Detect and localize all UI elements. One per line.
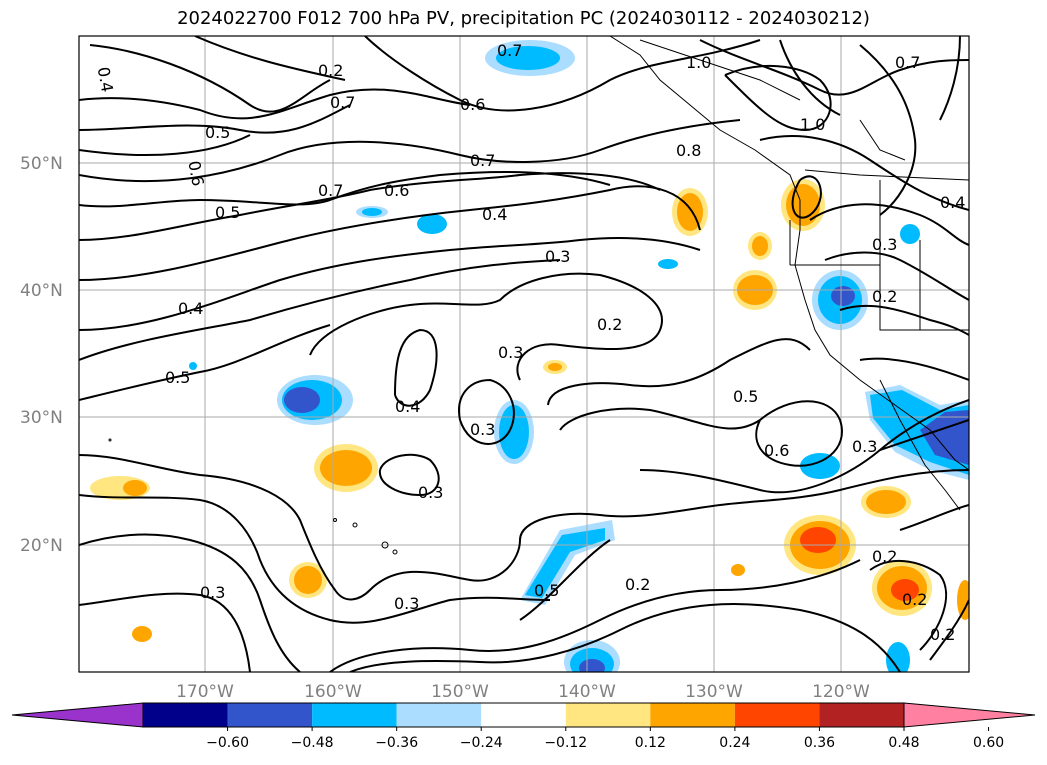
contour-label: 0.5: [733, 387, 758, 406]
map-title: 2024022700 F012 700 hPa PV, precipitatio…: [177, 8, 870, 29]
pv-contours: [79, 36, 969, 672]
lat-label: 40°N: [20, 281, 63, 301]
contour-label: 0.4: [94, 65, 117, 93]
colorbar-tick-label: −0.12: [544, 735, 587, 751]
map-plot-area: 0.7 0.4 0.6 0.7 1.0 0.7 0.5 0.6 0.7 0.8 …: [79, 36, 969, 672]
contour-label: 0.3: [200, 583, 225, 602]
contour-label: 0.5: [205, 123, 230, 142]
colorbar-tick-label: 0.24: [719, 735, 750, 751]
contour-label: 0.4: [940, 193, 965, 212]
contour-label: 0.3: [498, 343, 523, 362]
contour-label: 0.7: [318, 181, 343, 200]
contour-label: 0.4: [482, 205, 507, 224]
colorbar-tick-label: 0.12: [635, 735, 666, 751]
lon-label: 140°W: [558, 682, 616, 702]
lat-label: 50°N: [20, 154, 63, 174]
contour-label: 0.6: [460, 95, 485, 114]
contour-label: 0.2: [930, 625, 955, 644]
lon-label: 170°W: [176, 682, 234, 702]
graticule: [79, 36, 969, 672]
colorbar-bin: [650, 703, 735, 727]
lat-axis: 50°N 40°N 30°N 20°N: [20, 154, 63, 556]
colorbar-extend-low: [11, 702, 144, 728]
contour-label: 0.3: [394, 594, 419, 613]
colorbar: −0.60 −0.48 −0.36 −0.24 −0.12 0.12 0.24 0.36 0.4…: [11, 702, 1036, 751]
contour-label: 0.8: [676, 141, 701, 160]
colorbar-bin: [481, 703, 566, 727]
precip-shading: [90, 40, 969, 672]
colorbar-bin: [143, 703, 228, 727]
contour-label: 0.3: [545, 247, 570, 266]
lon-label: 160°W: [304, 682, 362, 702]
contour-label: 0.6: [184, 159, 207, 187]
colorbar-bin: [565, 703, 651, 727]
colorbar-bin: [227, 703, 313, 727]
contour-label: 0.7: [497, 41, 522, 60]
colorbar-bin: [396, 703, 482, 727]
contour-label: 0.6: [384, 181, 409, 200]
colorbar-tick-label: 0.60: [973, 735, 1004, 751]
lon-label: 130°W: [685, 682, 743, 702]
lat-label: 30°N: [20, 408, 63, 428]
contour-label: 1.0: [686, 53, 711, 72]
plot-frame: [78, 35, 970, 673]
contour-labels: 0.7 0.4 0.6 0.7 1.0 0.7 0.5 0.6 0.7 0.8 …: [94, 41, 966, 644]
contour-label: 0.3: [872, 235, 897, 254]
contour-label: 0.2: [902, 590, 927, 609]
colorbar-tick-label: −0.36: [375, 735, 418, 751]
colorbar-tick-label: 0.48: [888, 735, 919, 751]
contour-label: 0.4: [178, 299, 203, 318]
contour-label: 0.6: [764, 441, 789, 460]
colorbar-tick-label: 0.36: [804, 735, 835, 751]
colorbar-extend-high: [903, 702, 1036, 728]
colorbar-bin: [312, 703, 397, 727]
contour-label: 0.4: [395, 397, 420, 416]
contour-label: 0.7: [470, 151, 495, 170]
contour-label: 0.2: [872, 547, 897, 566]
coastlines: [108, 36, 969, 555]
colorbar-tick-label: −0.24: [460, 735, 503, 751]
contour-label: 0.7: [895, 53, 920, 72]
contour-label: 0.7: [330, 93, 355, 112]
contour-label: 0.5: [215, 203, 240, 222]
contour-label: 0.3: [418, 483, 443, 502]
contour-label: 0.3: [470, 420, 495, 439]
contour-label: 0.5: [165, 368, 190, 387]
lon-label: 120°W: [812, 682, 870, 702]
colorbar-frame: [142, 702, 905, 728]
lon-axis: 170°W 160°W 150°W 140°W 130°W 120°W: [176, 682, 870, 702]
contour-label: 0.2: [872, 287, 897, 306]
colorbar-bin: [819, 703, 904, 727]
contour-label: 0.2: [597, 315, 622, 334]
colorbar-tick-label: −0.60: [206, 735, 249, 751]
contour-label: 0.3: [852, 437, 877, 456]
colorbar-bin: [734, 703, 820, 727]
colorbar-tick-label: −0.48: [291, 735, 334, 751]
contour-label: 0.2: [625, 575, 650, 594]
lat-label: 20°N: [20, 536, 63, 556]
contour-label: 1.0: [800, 115, 825, 134]
contour-label: 0.2: [318, 61, 343, 80]
contour-label: 0.5: [534, 581, 559, 600]
lon-label: 150°W: [431, 682, 489, 702]
